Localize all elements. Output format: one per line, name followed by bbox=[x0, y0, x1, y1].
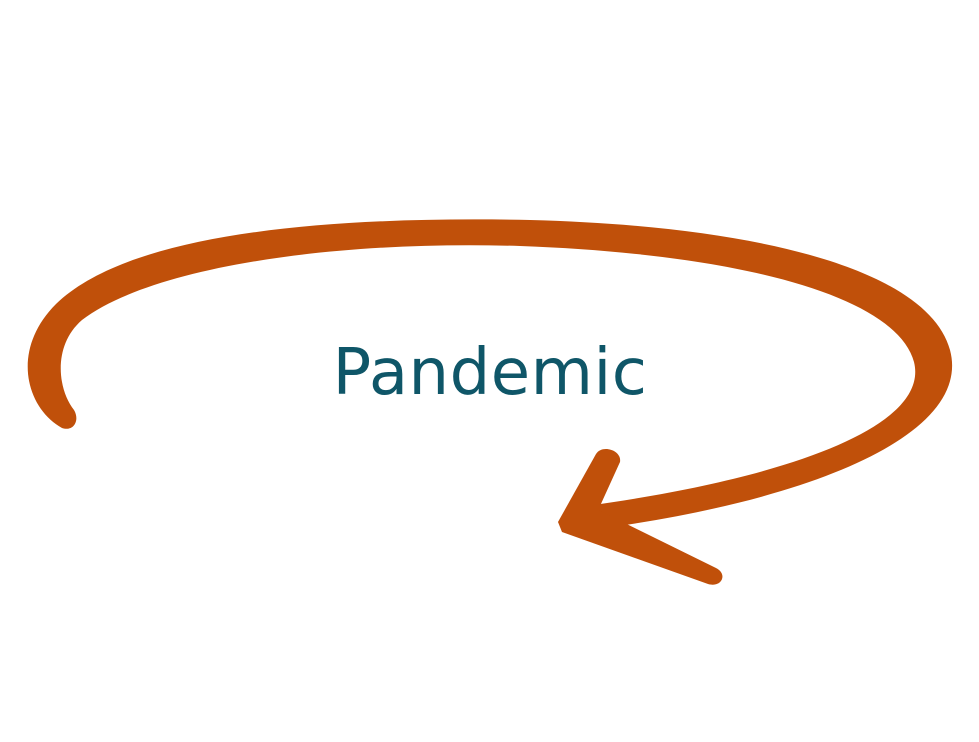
center-label: Pandemic bbox=[332, 336, 648, 410]
arrowhead-upper-barb bbox=[558, 448, 621, 528]
arrowhead-lower-barb bbox=[558, 506, 723, 585]
